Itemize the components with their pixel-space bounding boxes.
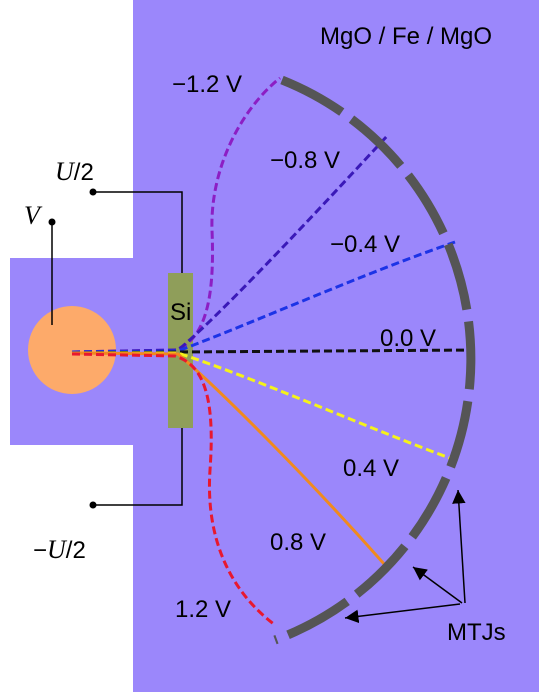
- terminal: [48, 218, 56, 226]
- curve-label: 0.4 V: [343, 455, 399, 482]
- wire-label: U/2: [55, 157, 94, 186]
- trajectories: [71, 76, 476, 627]
- curve-label: −0.4 V: [330, 231, 400, 258]
- curve-label: 0.8 V: [270, 529, 326, 556]
- layer-label: MgO / Fe / MgO: [320, 23, 492, 50]
- source: [28, 306, 116, 394]
- terminal: [89, 501, 97, 509]
- wire-label: V: [24, 201, 43, 230]
- curve-label: −0.8 V: [270, 147, 340, 174]
- wires: [51, 191, 183, 506]
- curve-label: −1.2 V: [172, 71, 242, 98]
- curve-label: 1.2 V: [175, 596, 231, 623]
- terminal: [89, 188, 97, 196]
- detector-label: MTJs: [447, 619, 506, 646]
- mtj-arc: [273, 75, 476, 645]
- substrate: [10, 0, 539, 692]
- curve-label: 0.0 V: [380, 325, 436, 352]
- channel-label: Si: [170, 299, 191, 326]
- mtj-arrows: [344, 489, 466, 624]
- wire-label: −U/2: [33, 535, 86, 564]
